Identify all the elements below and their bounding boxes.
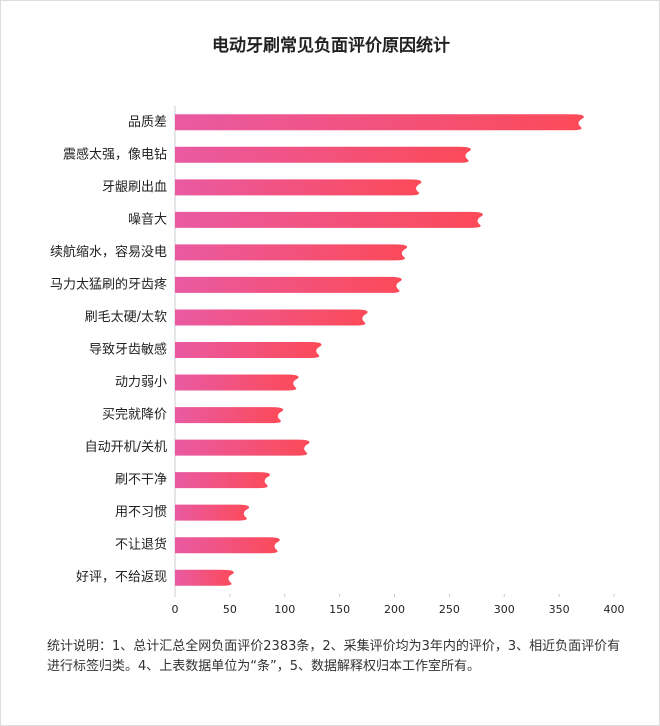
bar — [175, 374, 299, 391]
y-tick-label: 不让退货 — [115, 537, 167, 553]
bar — [175, 276, 402, 293]
bar — [175, 146, 471, 163]
bar — [175, 179, 422, 196]
bar — [175, 569, 234, 586]
x-tick-label: 0 — [172, 603, 179, 616]
bar — [175, 537, 280, 554]
bar — [175, 114, 584, 131]
y-tick-label: 刷不干净 — [115, 473, 167, 488]
y-tick-label: 自动开机/关机 — [85, 440, 167, 455]
bar — [175, 309, 368, 326]
y-tick-label: 导致牙齿敏感 — [89, 342, 167, 358]
y-tick-label: 买完就降价 — [102, 408, 167, 423]
y-tick-label: 马力太猛刷的牙齿疼 — [50, 276, 167, 292]
bar — [175, 439, 310, 456]
y-tick-label: 好评，不给返现 — [76, 570, 167, 585]
x-tick-label: 400 — [604, 603, 625, 616]
bar — [175, 407, 284, 424]
bar — [175, 472, 270, 489]
y-tick-label: 震感太强，像电钻 — [63, 146, 167, 162]
bar — [175, 504, 250, 521]
bar — [175, 244, 408, 261]
y-tick-label: 用不习惯 — [115, 504, 167, 520]
x-tick-label: 200 — [384, 603, 405, 616]
x-tick-label: 250 — [439, 603, 460, 616]
y-tick-label: 动力弱小 — [115, 375, 167, 390]
x-tick-label: 350 — [549, 603, 570, 616]
y-tick-label: 噪音大 — [128, 211, 167, 227]
x-tick-label: 100 — [274, 603, 295, 616]
x-tick-label: 300 — [494, 603, 515, 616]
y-tick-label: 牙龈刷出血 — [102, 180, 167, 195]
chart: 电动牙刷常见负面评价原因统计 0 50 100 150 200 250 300 350 400 品… — [50, 35, 625, 616]
y-tick-label: 刷毛太硬/太软 — [85, 310, 167, 325]
y-tick-label: 品质差 — [128, 115, 167, 130]
y-tick-label: 续航缩水，容易没电 — [50, 244, 167, 260]
x-tick-label: 50 — [223, 603, 237, 616]
chart-title: 电动牙刷常见负面评价原因统计 — [212, 35, 450, 56]
x-tick-label: 150 — [329, 603, 350, 616]
bar — [175, 342, 322, 358]
footnote: 统计说明：1、总计汇总全网负面评价2383条，2、采集评价均为3年内的评价，3、… — [47, 639, 621, 674]
bar — [175, 211, 483, 228]
